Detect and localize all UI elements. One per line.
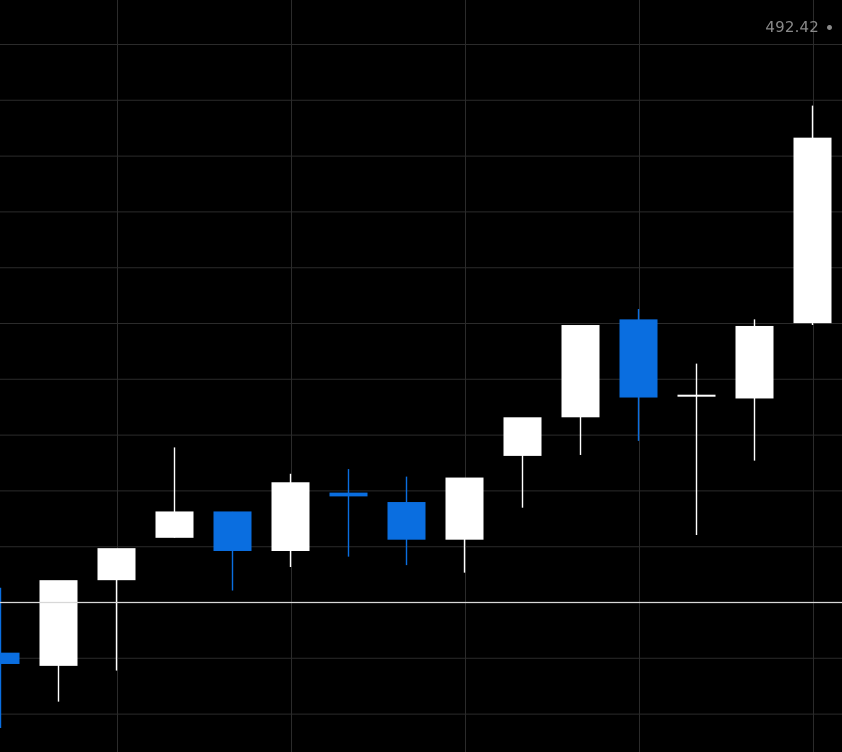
candle-body xyxy=(213,511,252,551)
candle-13 xyxy=(677,363,716,535)
candle-1 xyxy=(0,587,20,728)
candle-5 xyxy=(213,511,252,591)
candle-7 xyxy=(329,469,368,557)
candle-body xyxy=(619,319,658,398)
last-price-value: 492.42 xyxy=(765,18,820,36)
candle-8 xyxy=(387,476,426,566)
candle-body xyxy=(735,325,774,399)
candle-body xyxy=(387,502,426,540)
last-price-label: 492.42 xyxy=(765,18,832,36)
candle-3 xyxy=(97,548,136,671)
candle-9 xyxy=(445,477,484,573)
candle-2 xyxy=(39,580,78,702)
candle-6 xyxy=(271,473,310,567)
candle-14 xyxy=(735,319,774,461)
candle-body xyxy=(0,652,20,664)
candle-body xyxy=(793,137,832,324)
candle-11 xyxy=(561,325,600,455)
candle-body xyxy=(329,492,368,497)
candle-4 xyxy=(155,447,194,538)
candle-body xyxy=(677,394,716,397)
candle-12 xyxy=(619,309,658,441)
candle-body xyxy=(155,511,194,538)
candle-10 xyxy=(503,417,542,508)
candle-15 xyxy=(793,105,832,326)
candle-body xyxy=(503,417,542,456)
candle-body xyxy=(271,482,310,551)
candle-body xyxy=(561,325,600,418)
candles xyxy=(0,105,832,728)
candle-body xyxy=(39,580,78,666)
candle-body xyxy=(445,477,484,540)
price-marker-dot xyxy=(827,25,832,30)
candle-body xyxy=(97,548,136,581)
